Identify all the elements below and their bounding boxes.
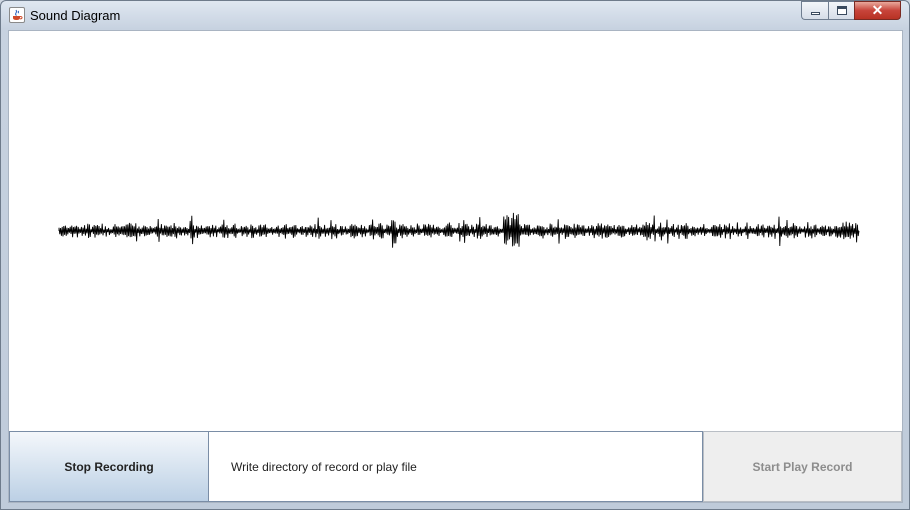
stop-recording-button[interactable]: Stop Recording bbox=[9, 431, 209, 502]
maximize-icon bbox=[837, 6, 847, 15]
audio-waveform bbox=[58, 212, 860, 248]
close-icon: ✕ bbox=[871, 2, 884, 18]
waveform-trace bbox=[58, 212, 860, 248]
maximize-button[interactable] bbox=[828, 1, 854, 20]
java-cup-icon bbox=[9, 7, 25, 23]
directory-input-text: Write directory of record or play file bbox=[231, 459, 417, 474]
window-title: Sound Diagram bbox=[30, 8, 121, 23]
close-button[interactable]: ✕ bbox=[854, 1, 901, 20]
minimize-icon bbox=[811, 12, 820, 15]
title-bar[interactable]: Sound Diagram ✕ bbox=[1, 1, 909, 30]
directory-input[interactable]: Write directory of record or play file bbox=[209, 431, 703, 502]
start-play-record-button[interactable]: Start Play Record bbox=[703, 431, 902, 502]
waveform-canvas bbox=[58, 212, 860, 248]
control-bar: Stop Recording Write directory of record… bbox=[9, 431, 902, 502]
caption-buttons: ✕ bbox=[801, 1, 901, 20]
stop-recording-label: Stop Recording bbox=[64, 459, 154, 474]
start-play-record-label: Start Play Record bbox=[752, 459, 853, 474]
minimize-button[interactable] bbox=[801, 1, 828, 20]
client-area: Stop Recording Write directory of record… bbox=[8, 30, 903, 503]
